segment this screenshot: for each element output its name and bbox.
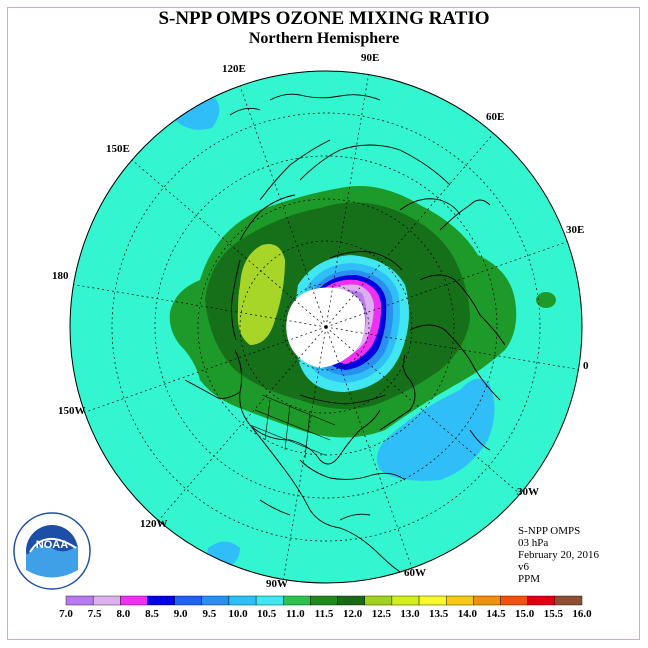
map-subtitle: Northern Hemisphere: [248, 30, 400, 47]
meridian-90w: [282, 326, 327, 583]
colorbar-tick-label: 9.5: [202, 608, 217, 620]
lon-label-180: 180: [52, 270, 69, 282]
band-12-5-ppm: [237, 244, 285, 345]
info-level: 03 hPa: [518, 537, 549, 549]
colorbar-tick-label: 10.0: [228, 608, 248, 620]
lat-circle-70: [239, 240, 413, 414]
meridian-0: [325, 326, 582, 371]
colorbar-tick-label: 13.0: [400, 608, 420, 620]
patch-10-5-atlantic: [376, 378, 495, 481]
info-instrument: S-NPP OMPS: [518, 525, 581, 537]
lon-label-60w: 60W: [404, 567, 426, 579]
lat-circle-60: [197, 198, 455, 456]
map-border-circle: [69, 70, 583, 584]
lon-label-30e: 30E: [566, 224, 585, 236]
lon-label-60e: 60E: [486, 111, 505, 123]
colorbar-tick-label: 7.5: [87, 608, 102, 620]
lon-label-90e: 90E: [361, 52, 380, 64]
colorbar-tick-label: 10.5: [257, 608, 277, 620]
colorbar-tick-label: 14.5: [486, 608, 506, 620]
colorbar-tick-label: 16.0: [572, 608, 592, 620]
info-date: February 20, 2016: [518, 549, 599, 561]
lon-label-90w: 90W: [266, 578, 288, 590]
meridian-30e: [325, 239, 573, 328]
meridian-90e: [325, 71, 370, 328]
lon-label-120w: 120W: [140, 518, 168, 530]
colorbar-tick-label: 12.0: [343, 608, 363, 620]
lon-label-120e: 120E: [222, 63, 246, 75]
colorbar-tick-label: 14.0: [457, 608, 477, 620]
noaa-logo-bird: [29, 538, 77, 553]
colorbar-tick-label: 11.5: [314, 608, 334, 620]
patch-11-5-east: [536, 292, 556, 308]
info-version: v6: [518, 561, 529, 573]
noaa-logo-wave: [26, 545, 78, 578]
coastlines: [184, 93, 506, 579]
meridian-150w: [79, 326, 327, 415]
lon-label-30w: 30W: [517, 486, 539, 498]
lon-label-150w: 150W: [58, 405, 86, 417]
lat-circle-50: [154, 155, 498, 499]
colorbar-tick-label: 11.0: [286, 608, 305, 620]
colorbar-tick-label: 8.0: [116, 608, 131, 620]
colorbar-tick-label: 8.5: [145, 608, 159, 620]
lat-circle-80: [282, 283, 370, 371]
colorbar-tick-label: 7.0: [59, 608, 73, 620]
noaa-logo-text: NOAA: [36, 539, 68, 551]
colorbar-tick-label: 15.5: [543, 608, 563, 620]
us-state-boundaries: [249, 394, 336, 459]
map-frame: [7, 7, 640, 640]
colorbar-tick-label: 15.0: [515, 608, 535, 620]
graticule: [70, 71, 582, 583]
colorbar-tick-label: 9.0: [173, 608, 188, 620]
map-title: S-NPP OMPS OZONE MIXING RATIO: [158, 8, 490, 29]
lon-label-0: 0: [583, 360, 589, 372]
info-units: PPM: [518, 573, 541, 585]
colorbar-tick-label: 12.5: [371, 608, 391, 620]
meridian-180: [70, 283, 327, 328]
lat-circle-40: [111, 112, 541, 542]
product-info: S-NPP OMPS 03 hPa February 20, 2016 v6 P…: [518, 525, 599, 585]
lon-label-150e: 150E: [106, 143, 130, 155]
patch-10-5-ne: [175, 98, 220, 130]
colorbar-tick-label: 13.5: [429, 608, 449, 620]
noaa-logo: NOAA: [13, 512, 91, 590]
